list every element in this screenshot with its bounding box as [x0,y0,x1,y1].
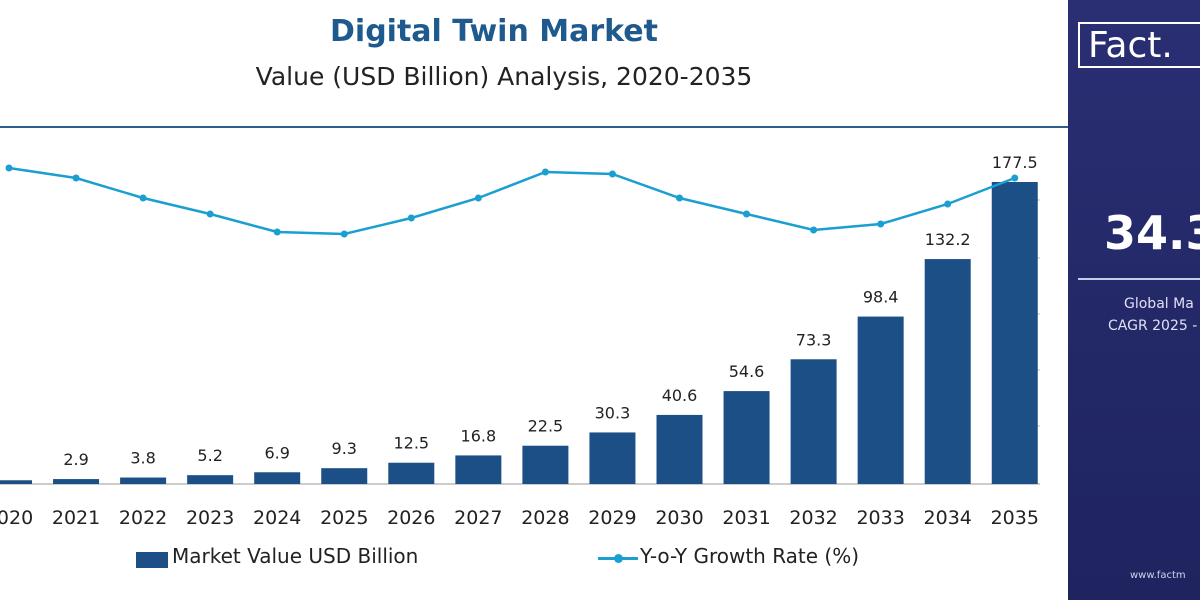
panel-caption-2: CAGR 2025 - [1108,318,1198,334]
growth-point-2022 [139,194,147,202]
bar-2021 [53,479,100,484]
legend-bar-label: Market Value USD Billion [172,544,419,568]
growth-point-2035 [1011,174,1019,182]
x-tick-label: 2029 [588,507,636,529]
bar-value-label: 2.9 [63,450,88,469]
bar-2028 [522,445,569,484]
x-tick-label: 2027 [454,507,502,529]
bar-value-label: 9.3 [332,439,357,458]
brand-logo-text: Fact. [1088,25,1173,66]
growth-point-2024 [273,228,281,236]
growth-point-2020 [5,164,13,172]
growth-point-2030 [676,194,683,202]
bar-2032 [790,359,837,484]
panel-divider [1078,278,1200,280]
chart-plot: 2.9 3.8 5.2 6.9 9.3 12.5 16.8 22.5 30.3 40.6 54.6 7… [0,153,1040,529]
panel-url: www.factm [1130,570,1186,581]
growth-point-2032 [810,226,818,234]
bar-2020 [0,480,32,484]
growth-point-2027 [474,194,482,202]
bar-2026 [388,462,435,484]
x-tick-label: 2035 [991,507,1039,529]
x-tick-label: 2025 [320,507,368,529]
x-tick-label: 2033 [856,507,904,529]
bar-2031 [723,391,770,484]
bar-value-label: 16.8 [461,426,497,445]
legend-bar-swatch [136,552,168,568]
bar-value-label: 12.5 [393,434,429,453]
chart-title: Digital Twin Market [330,14,658,49]
x-tick-label: 2034 [924,507,972,529]
bar-2033 [857,316,904,484]
bar-2035 [991,182,1038,484]
bar-value-label: 177.5 [992,153,1038,172]
bar-2023 [187,475,234,484]
panel-caption-1: Global Ma [1124,296,1194,312]
growth-point-2033 [877,220,885,228]
bar-2029 [589,432,636,484]
chart-subtitle: Value (USD Billion) Analysis, 2020-2035 [255,62,753,91]
bar-2030 [656,414,703,484]
title-divider [0,126,1068,128]
x-tick-label: 2031 [722,507,770,529]
bar-value-label: 73.3 [796,330,832,349]
bar-2027 [455,455,502,484]
growth-point-2028 [541,168,549,176]
bar-2022 [120,477,167,484]
bar-value-label: 6.9 [264,443,289,462]
x-tick-label: 2024 [253,507,301,529]
growth-point-2031 [743,210,751,218]
legend-line-label: Y-o-Y Growth Rate (%) [640,544,860,568]
x-tick-label: 2026 [387,507,435,529]
bar-2034 [924,259,971,484]
x-tick-label: 2020 [0,507,33,529]
bar-value-label: 3.8 [130,449,155,468]
bar-2025 [321,468,368,484]
x-tick-label: 2022 [119,507,167,529]
bar-value-label: 5.2 [197,446,222,465]
growth-point-2034 [944,200,952,208]
legend-line-marker [614,554,623,563]
x-tick-label: 2021 [52,507,100,529]
bar-value-label: 98.4 [863,288,899,307]
x-tick-label: 2032 [789,507,837,529]
growth-point-2029 [608,170,616,178]
chart-area: Digital Twin Market Value (USD Billion) … [0,14,1068,568]
growth-point-2026 [407,214,415,222]
growth-rate-line [8,166,1016,236]
bar-value-label: 30.3 [595,403,631,422]
growth-point-2025 [340,230,348,238]
growth-point-2023 [206,210,214,218]
x-tick-label: 2023 [186,507,234,529]
bar-value-label: 54.6 [729,362,765,381]
bar-value-label: 22.5 [528,417,564,436]
side-panel: Fact. 34.3 Global Ma CAGR 2025 - www.fac… [1068,0,1200,600]
bar-2024 [254,472,301,484]
x-tick-label: 2030 [655,507,703,529]
bar-value-label: 40.6 [662,386,698,405]
brand-logo: Fact. [1078,22,1200,68]
bar-value-label: 132.2 [925,230,971,249]
growth-point-2021 [72,174,80,182]
cagr-value: 34.3 [1104,206,1200,260]
x-tick-label: 2028 [521,507,569,529]
